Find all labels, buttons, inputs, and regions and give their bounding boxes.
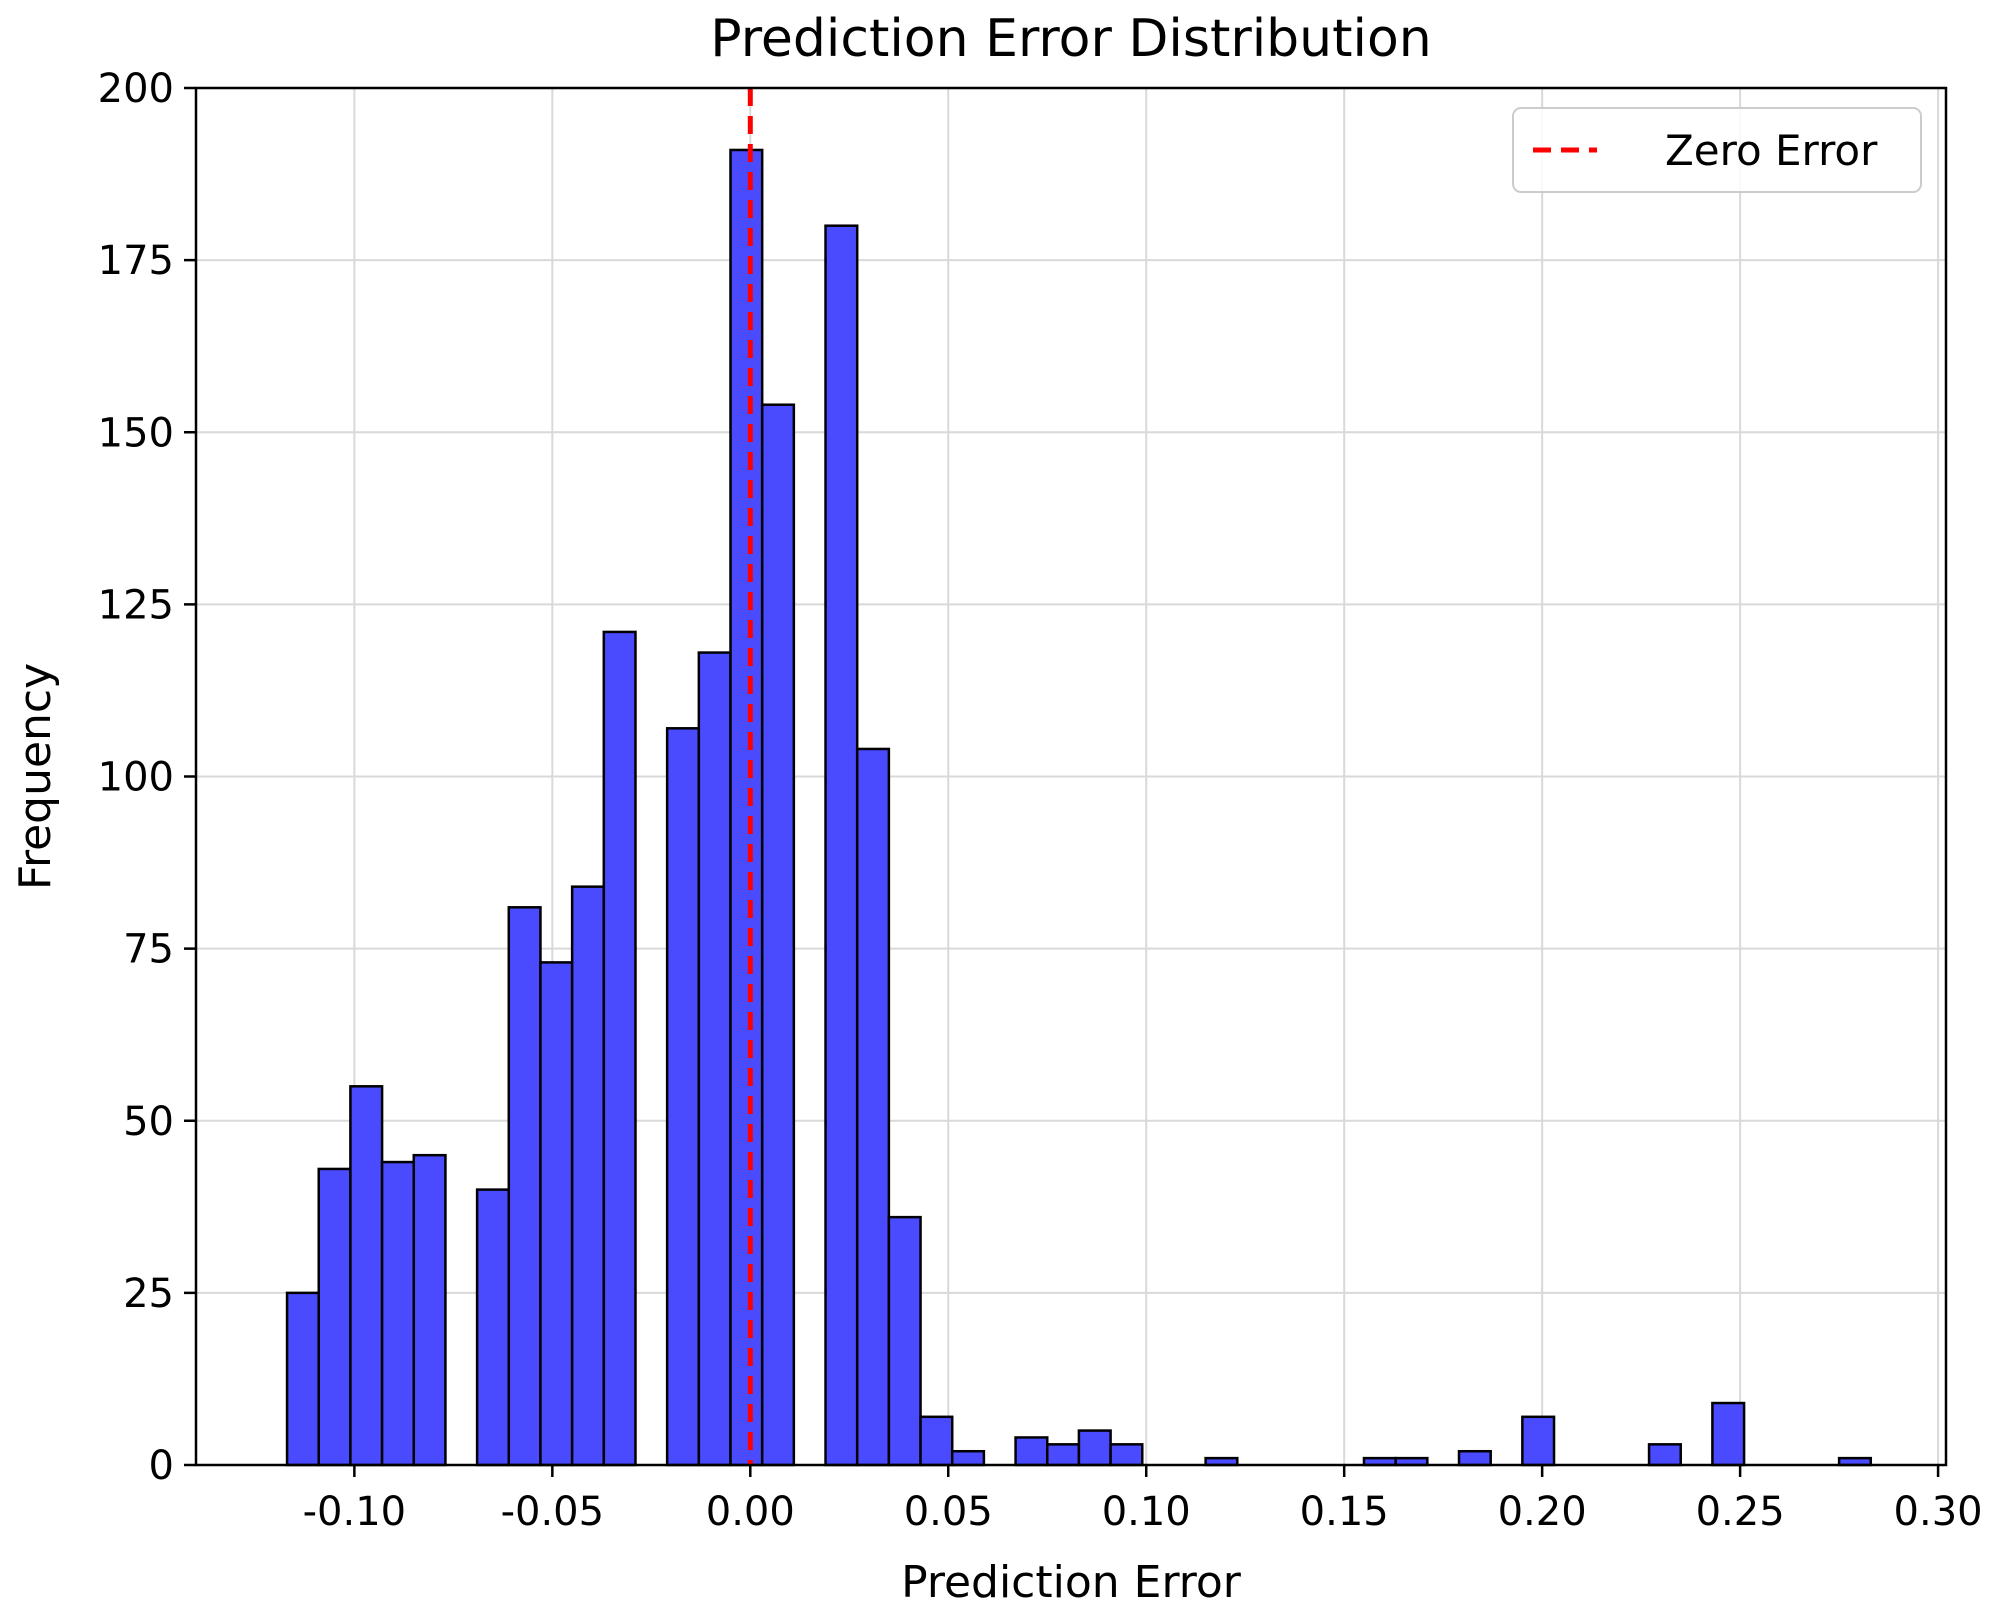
histogram-bar bbox=[824, 224, 859, 1467]
histogram-bar bbox=[697, 651, 732, 1467]
y-tick-label: 50 bbox=[123, 1099, 174, 1145]
histogram-bar bbox=[349, 1085, 384, 1467]
y-tick-label: 175 bbox=[98, 238, 174, 284]
x-axis-label: Prediction Error bbox=[901, 1557, 1242, 1608]
x-tick-label: 0.25 bbox=[1696, 1489, 1785, 1535]
y-tick-label: 0 bbox=[149, 1443, 174, 1489]
histogram-bar bbox=[285, 1291, 320, 1467]
x-tick-label: 0.10 bbox=[1102, 1489, 1191, 1535]
histogram-bar bbox=[1457, 1449, 1492, 1467]
histogram-bar bbox=[855, 747, 891, 1467]
legend-box bbox=[1512, 107, 1922, 193]
y-axis-ticks: 0 25 50 75 100 125 150 175 200 bbox=[98, 66, 196, 1489]
x-tick-label: 0.30 bbox=[1894, 1489, 1983, 1535]
histogram-bar bbox=[1711, 1401, 1746, 1467]
histogram-bar bbox=[317, 1167, 352, 1467]
histogram-bar bbox=[950, 1449, 986, 1467]
y-tick-label: 150 bbox=[98, 410, 174, 456]
histogram-bar bbox=[665, 727, 701, 1467]
histogram-bar bbox=[1647, 1443, 1682, 1467]
y-tick-label: 100 bbox=[98, 755, 174, 801]
legend-entry-zero-error: Zero Error bbox=[1665, 126, 1878, 175]
histogram-bar bbox=[570, 885, 606, 1467]
x-tick-label: 0.20 bbox=[1498, 1489, 1587, 1535]
x-tick-label: 0.05 bbox=[904, 1489, 993, 1535]
histogram-bar bbox=[1045, 1443, 1081, 1467]
x-tick-label: -0.05 bbox=[501, 1489, 605, 1535]
histogram-bar bbox=[1077, 1429, 1112, 1467]
histogram-bar bbox=[380, 1160, 416, 1467]
x-axis-ticks: -0.10 -0.05 0.00 0.05 0.10 0.15 0.20 0.25 0.30 bbox=[303, 1465, 1983, 1535]
x-tick-label: 0.15 bbox=[1300, 1489, 1389, 1535]
y-tick-label: 200 bbox=[98, 66, 174, 112]
x-tick-label: -0.10 bbox=[303, 1489, 407, 1535]
chart-title: Prediction Error Distribution bbox=[710, 9, 1432, 69]
histogram-bar bbox=[760, 403, 796, 1467]
histogram-bar bbox=[412, 1153, 447, 1467]
histogram-bar bbox=[1014, 1436, 1049, 1467]
histogram-bar bbox=[1109, 1443, 1144, 1467]
histogram-bar bbox=[887, 1215, 922, 1467]
legend: Zero Error bbox=[1512, 107, 1922, 193]
histogram-bar bbox=[1521, 1415, 1556, 1467]
histogram-bar bbox=[919, 1415, 954, 1467]
y-tick-label: 25 bbox=[123, 1271, 174, 1317]
histogram-bar bbox=[602, 630, 637, 1467]
histogram-bar bbox=[507, 906, 542, 1467]
y-axis-label: Frequency bbox=[10, 663, 61, 890]
histogram-bar bbox=[475, 1188, 511, 1467]
x-tick-label: 0.00 bbox=[706, 1489, 795, 1535]
grid-lines bbox=[196, 87, 1946, 1466]
histogram-bars bbox=[285, 148, 1873, 1467]
y-tick-label: 75 bbox=[123, 927, 174, 973]
histogram-bar bbox=[539, 961, 574, 1467]
histogram-bar bbox=[729, 148, 764, 1467]
y-tick-label: 125 bbox=[98, 582, 174, 628]
